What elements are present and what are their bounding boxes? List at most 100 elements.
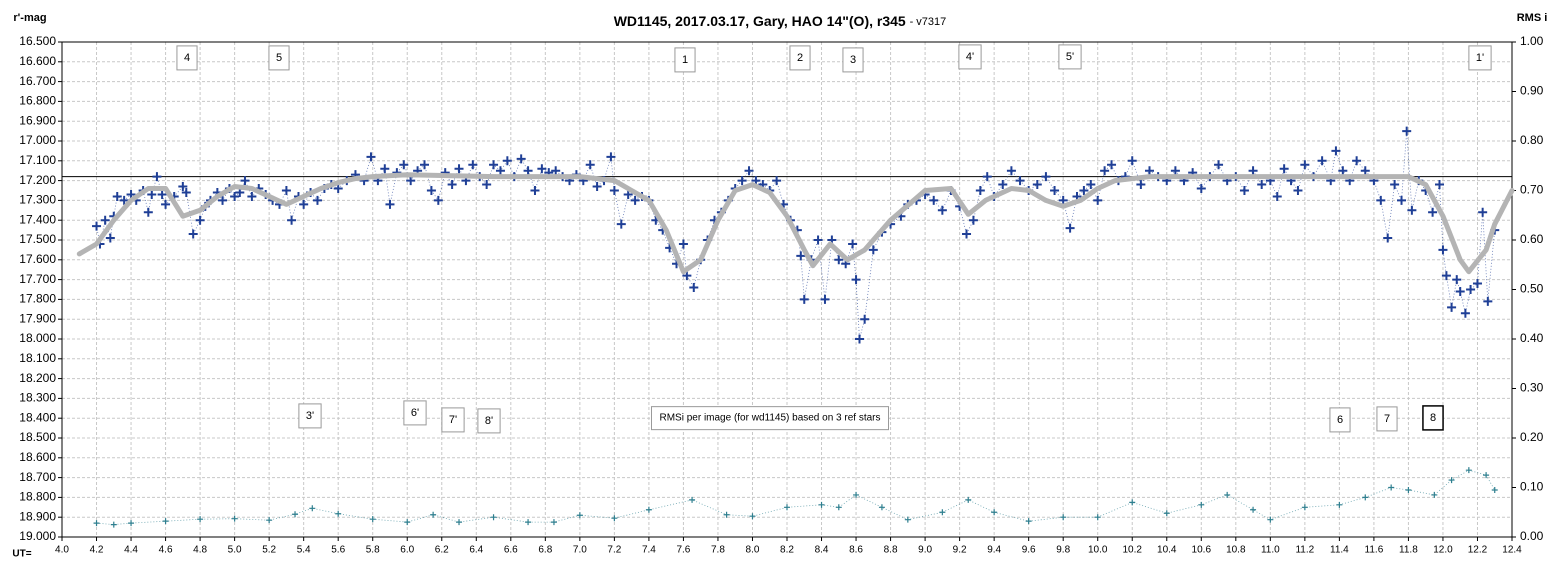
data-point bbox=[1248, 166, 1258, 176]
data-point bbox=[1448, 477, 1455, 484]
y-tick-label: 17.700 bbox=[19, 272, 56, 286]
y-tick-label: 18.100 bbox=[19, 351, 56, 365]
data-point bbox=[385, 199, 395, 209]
data-point bbox=[630, 195, 640, 205]
x-tick-label: 6.8 bbox=[538, 545, 552, 556]
smooth-curve bbox=[76, 172, 1515, 275]
data-point bbox=[851, 275, 861, 285]
data-point bbox=[1107, 160, 1117, 170]
data-point bbox=[834, 255, 844, 265]
data-point bbox=[616, 219, 626, 229]
annotation-box bbox=[268, 45, 290, 71]
data-point bbox=[482, 180, 492, 190]
x-tick-label: 4.0 bbox=[55, 545, 69, 556]
data-point bbox=[772, 176, 782, 186]
data-point bbox=[430, 511, 437, 518]
data-point bbox=[623, 189, 633, 199]
annotation: 8' bbox=[477, 408, 501, 434]
data-point bbox=[1388, 484, 1395, 491]
data-point bbox=[147, 189, 157, 199]
data-point bbox=[929, 195, 939, 205]
data-point bbox=[749, 513, 756, 520]
y-tick-label: 16.600 bbox=[19, 54, 56, 68]
annotation-box bbox=[958, 44, 982, 70]
annotation: 3' bbox=[298, 403, 322, 429]
data-point bbox=[152, 172, 162, 182]
data-point bbox=[1405, 486, 1412, 493]
annotation: 2 bbox=[789, 45, 811, 71]
data-point bbox=[1257, 180, 1267, 190]
data-point bbox=[855, 334, 864, 344]
x-tick-label: 10.4 bbox=[1157, 545, 1177, 556]
data-point bbox=[399, 160, 409, 170]
data-point bbox=[1331, 146, 1341, 156]
data-point bbox=[516, 154, 526, 164]
data-point bbox=[218, 195, 228, 205]
data-point bbox=[1407, 205, 1417, 215]
title: WD1145, 2017.03.17, Gary, HAO 14"(O), r3… bbox=[614, 13, 906, 29]
data-point bbox=[678, 239, 688, 249]
data-point bbox=[1465, 467, 1472, 474]
y2-tick-label: 0.40 bbox=[1520, 331, 1544, 345]
x-tick-label: 6.4 bbox=[469, 545, 483, 556]
data-point bbox=[230, 191, 240, 201]
annotation-box bbox=[1422, 405, 1444, 431]
data-point bbox=[1402, 126, 1412, 136]
data-point bbox=[1094, 514, 1101, 521]
x-tick-label: 6.0 bbox=[400, 545, 414, 556]
y-tick-label: 17.800 bbox=[19, 292, 56, 306]
data-point bbox=[904, 516, 911, 523]
y2-tick-label: 0.30 bbox=[1520, 381, 1544, 395]
annotation-box bbox=[650, 406, 890, 431]
annotation: 1 bbox=[674, 47, 696, 73]
annotation: 6 bbox=[1329, 407, 1351, 433]
x-tick-label: 11.8 bbox=[1399, 545, 1418, 556]
y-tick-label: 18.900 bbox=[19, 509, 56, 523]
annotation: 4 bbox=[176, 45, 198, 71]
x-tick-label: 7.4 bbox=[642, 545, 656, 556]
chart-title: WD1145, 2017.03.17, Gary, HAO 14"(O), r3… bbox=[614, 13, 947, 29]
annotation: RMSi per image (for wd1145) based on 3 r… bbox=[650, 406, 890, 431]
annotation-label: RMSi per image (for wd1145) based on 3 r… bbox=[659, 413, 880, 424]
data-point bbox=[1397, 195, 1407, 205]
x-tick-label: 8.2 bbox=[780, 545, 794, 556]
data-point bbox=[937, 205, 947, 215]
x-tick-label: 7.2 bbox=[607, 545, 621, 556]
annotation-label: 7 bbox=[1384, 413, 1390, 425]
data-point bbox=[197, 516, 204, 523]
data-point bbox=[737, 176, 747, 186]
y2-tick-label: 1.00 bbox=[1520, 34, 1544, 48]
data-point bbox=[939, 509, 946, 516]
annotation: 4' bbox=[958, 44, 982, 70]
y2-tick-label: 0.20 bbox=[1520, 430, 1544, 444]
data-point bbox=[292, 511, 299, 518]
data-point bbox=[818, 501, 825, 508]
y-tick-label: 16.700 bbox=[19, 74, 56, 88]
x-tick-label: 11.4 bbox=[1330, 545, 1349, 556]
y-axis-label: r'-mag bbox=[13, 12, 46, 24]
data-point bbox=[1478, 207, 1488, 217]
connector-line bbox=[96, 131, 1496, 340]
data-point bbox=[744, 166, 754, 176]
annotation-label: 8' bbox=[485, 415, 493, 427]
x-tick-label: 4.4 bbox=[124, 545, 138, 556]
x-tick-label: 10.6 bbox=[1192, 545, 1212, 556]
y-tick-label: 17.000 bbox=[19, 133, 56, 147]
x-tick-label: 7.0 bbox=[573, 545, 587, 556]
x-tick-label: 9.8 bbox=[1056, 545, 1070, 556]
annotation-label: 3' bbox=[306, 410, 314, 422]
x-tick-label: 5.0 bbox=[228, 545, 242, 556]
data-point bbox=[965, 496, 972, 503]
data-point bbox=[1483, 296, 1493, 306]
data-point bbox=[1435, 180, 1444, 190]
annotation-box bbox=[674, 47, 696, 73]
y2-tick-label: 0.10 bbox=[1520, 480, 1544, 494]
x-axis-label: UT= bbox=[12, 549, 31, 560]
data-point bbox=[366, 152, 376, 162]
data-point bbox=[1483, 472, 1490, 479]
annotation-box bbox=[298, 403, 322, 429]
annotation-label: 5 bbox=[276, 52, 282, 64]
data-point bbox=[530, 186, 540, 195]
y-tick-label: 19.000 bbox=[19, 529, 56, 543]
annotation: 5 bbox=[268, 45, 290, 71]
